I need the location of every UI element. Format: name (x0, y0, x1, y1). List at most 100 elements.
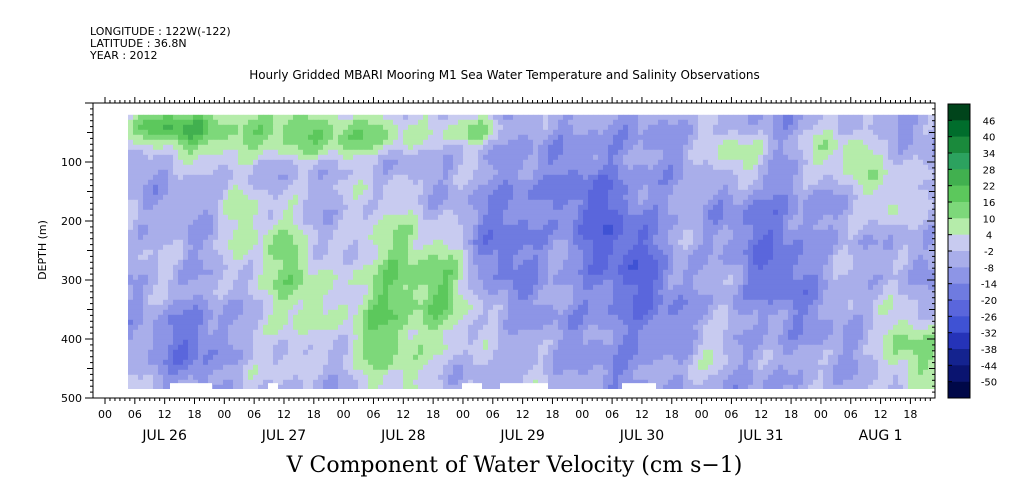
contour-cell (523, 114, 529, 121)
contour-cell (253, 259, 259, 266)
contour-cell (413, 199, 419, 206)
contour-cell (243, 189, 249, 196)
contour-cell (413, 189, 419, 196)
contour-cell (613, 244, 619, 251)
contour-cell (803, 244, 809, 251)
contour-cell (258, 229, 264, 236)
contour-cell (158, 264, 164, 271)
contour-cell (543, 114, 549, 121)
contour-cell (518, 244, 524, 251)
contour-cell (918, 149, 924, 156)
contour-cell (223, 234, 229, 241)
contour-cell (903, 254, 909, 261)
contour-cell (868, 189, 874, 196)
contour-cell (793, 229, 799, 236)
contour-cell (708, 229, 714, 236)
contour-cell (393, 144, 399, 151)
contour-cell (553, 239, 559, 246)
contour-cell (148, 164, 154, 171)
contour-cell (523, 134, 529, 141)
contour-cell (618, 194, 624, 201)
contour-cell (383, 264, 389, 271)
contour-cell (373, 209, 379, 216)
contour-cell (253, 174, 259, 181)
contour-cell (898, 214, 904, 221)
contour-cell (748, 189, 754, 196)
contour-cell (538, 259, 544, 266)
contour-cell (663, 129, 669, 136)
contour-cell (228, 169, 234, 176)
contour-cell (463, 189, 469, 196)
contour-cell (798, 144, 804, 151)
contour-cell (463, 244, 469, 251)
contour-cell (278, 189, 284, 196)
contour-cell (593, 204, 599, 211)
contour-cell (608, 159, 614, 166)
contour-cell (793, 239, 799, 246)
contour-cell (168, 219, 174, 226)
contour-cell (388, 179, 394, 186)
contour-cell (283, 194, 289, 201)
contour-cell (158, 204, 164, 211)
contour-cell (313, 194, 319, 201)
contour-cell (858, 214, 864, 221)
contour-cell (883, 129, 889, 136)
contour-cell (928, 234, 934, 241)
contour-cell (528, 204, 534, 211)
contour-cell (713, 249, 719, 256)
contour-cell (618, 229, 624, 236)
contour-cell (313, 229, 319, 236)
contour-cell (378, 124, 384, 131)
contour-cell (863, 254, 869, 261)
contour-cell (683, 204, 689, 211)
contour-cell (188, 249, 194, 256)
contour-cell (463, 154, 469, 161)
contour-cell (323, 114, 329, 121)
contour-cell (478, 249, 484, 256)
contour-cell (688, 204, 694, 211)
contour-cell (593, 169, 599, 176)
contour-cell (708, 129, 714, 136)
contour-cell (888, 219, 894, 226)
contour-cell (333, 194, 339, 201)
contour-cell (228, 239, 234, 246)
contour-cell (893, 164, 899, 171)
contour-cell (183, 189, 189, 196)
contour-cell (688, 244, 694, 251)
contour-cell (698, 214, 704, 221)
contour-cell (308, 174, 314, 181)
contour-cell (213, 209, 219, 216)
contour-cell (493, 114, 499, 121)
contour-cell (823, 169, 829, 176)
contour-cell (133, 139, 139, 146)
contour-cell (253, 249, 259, 256)
contour-cell (283, 189, 289, 196)
contour-cell (818, 134, 824, 141)
contour-cell (223, 149, 229, 156)
contour-cell (488, 249, 494, 256)
contour-cell (483, 149, 489, 156)
contour-cell (798, 189, 804, 196)
contour-cell (173, 214, 179, 221)
contour-cell (613, 174, 619, 181)
contour-cell (293, 154, 299, 161)
contour-cell (283, 164, 289, 171)
contour-cell (903, 154, 909, 161)
contour-cell (863, 174, 869, 181)
contour-cell (328, 214, 334, 221)
contour-cell (878, 234, 884, 241)
contour-cell (443, 189, 449, 196)
contour-cell (778, 224, 784, 231)
contour-cell (758, 164, 764, 171)
contour-cell (713, 204, 719, 211)
contour-cell (368, 114, 374, 121)
contour-cell (883, 149, 889, 156)
contour-cell (733, 149, 739, 156)
contour-cell (503, 179, 509, 186)
contour-cell (203, 229, 209, 236)
contour-cell (908, 164, 914, 171)
contour-cell (908, 179, 914, 186)
contour-cell (218, 194, 224, 201)
contour-cell (638, 164, 644, 171)
contour-cell (563, 124, 569, 131)
